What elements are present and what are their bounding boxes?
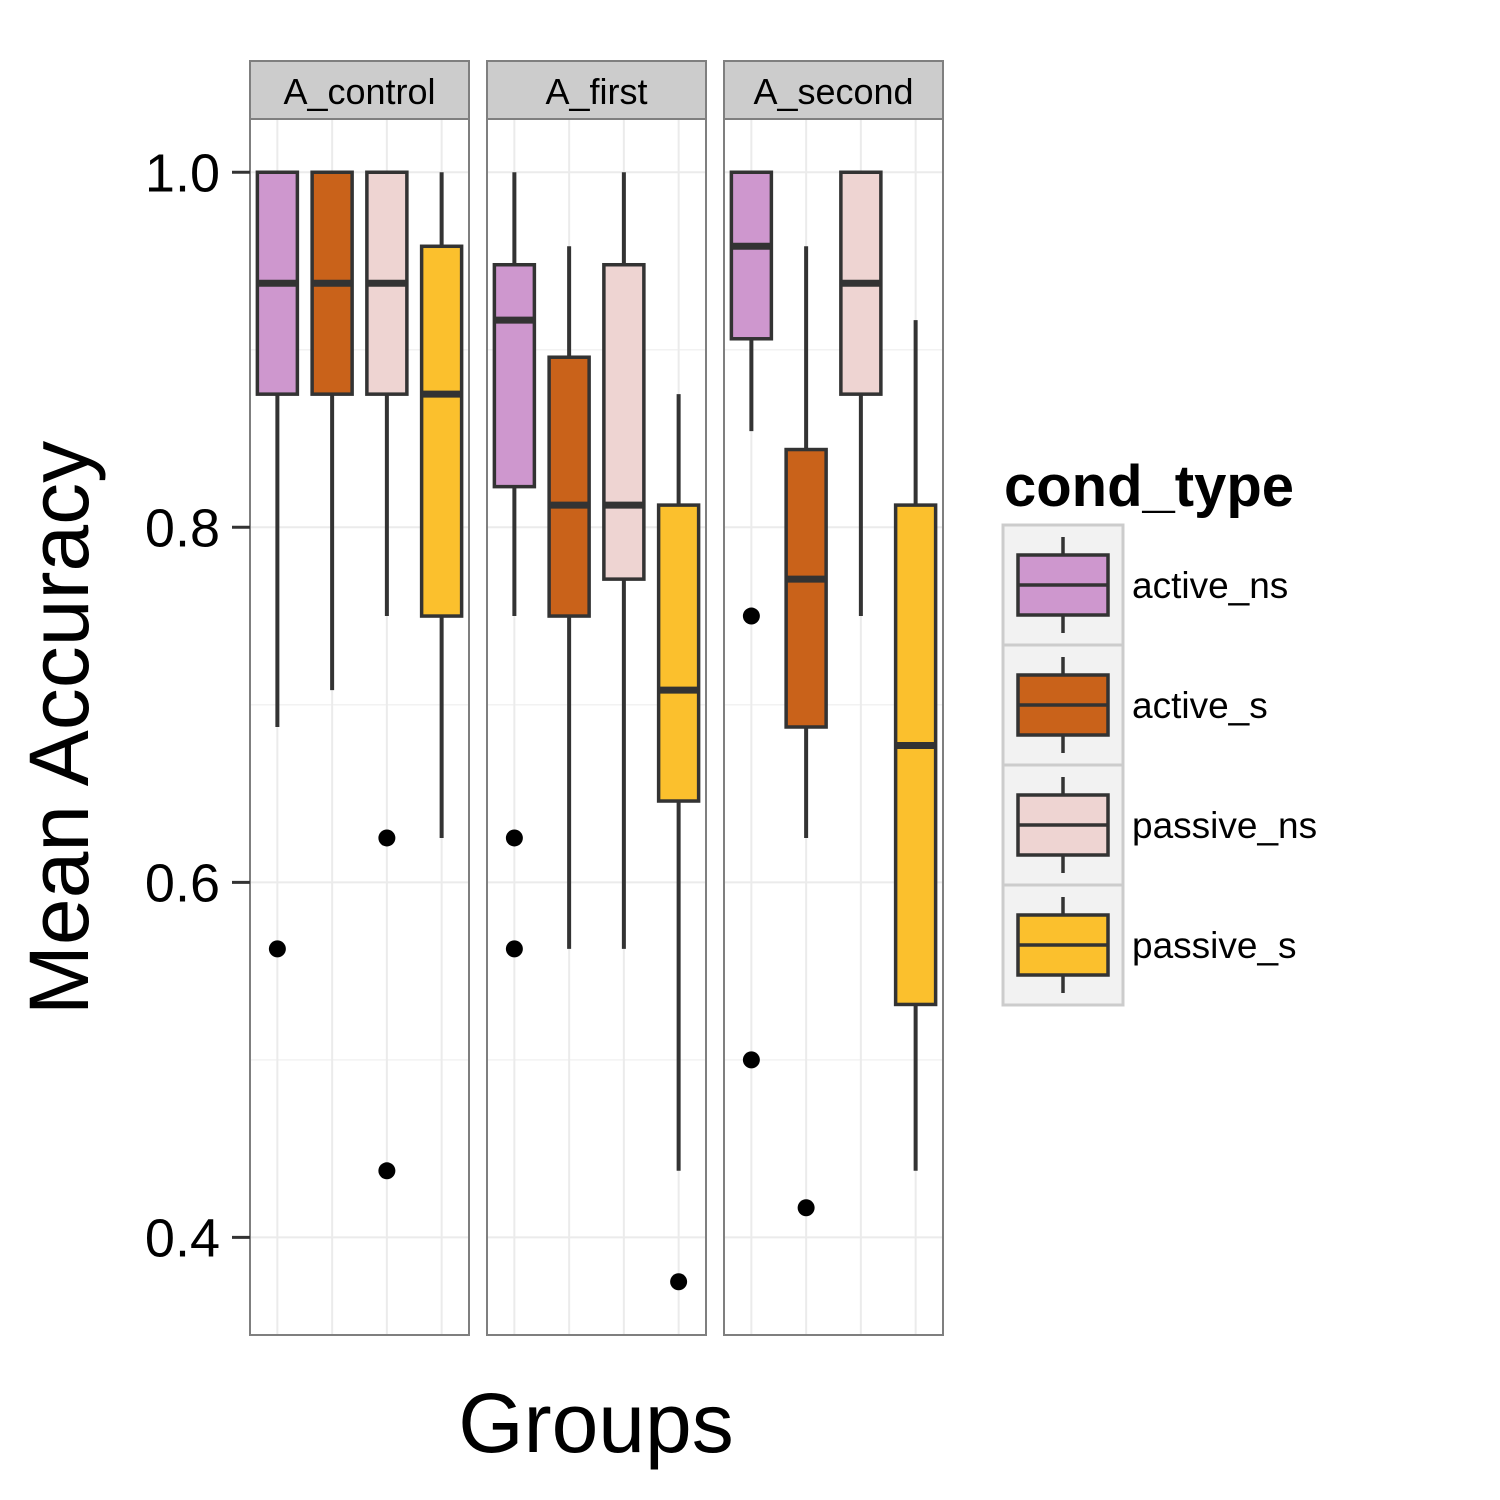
facet-panel-A_first: A_first — [486, 60, 707, 1336]
facet-label: A_second — [753, 71, 913, 112]
box-passive_ns — [602, 172, 646, 949]
legend-items: active_ns active_s passive_ns passive_s — [1001, 523, 1317, 1007]
box-iqr — [656, 503, 701, 803]
outlier-point — [505, 940, 523, 958]
box-active_ns — [255, 170, 300, 958]
box-passive_s — [419, 172, 464, 838]
y-axis: 0.4 0.6 0.8 1.0 — [145, 143, 250, 1268]
facet-strip — [486, 60, 707, 120]
box-passive_ns — [839, 170, 883, 617]
box-passive_s — [893, 320, 938, 1171]
facet-panel-A_second: A_second — [723, 60, 944, 1336]
facet-label: A_control — [283, 71, 435, 112]
box-active_ns — [492, 172, 537, 958]
legend-item-passive_ns: passive_ns — [1001, 763, 1317, 887]
box-iqr — [547, 355, 591, 618]
outlier-point — [378, 1162, 396, 1180]
outlier-point — [378, 829, 396, 847]
legend-label: passive_ns — [1132, 805, 1317, 846]
legend: cond_type active_ns active_s passive_nspas… — [1001, 454, 1317, 1007]
outlier-point — [670, 1273, 688, 1291]
outlier-point — [742, 607, 760, 625]
outlier-point — [505, 829, 523, 847]
y-tick-label: 0.8 — [145, 498, 220, 558]
panel-border — [723, 118, 944, 1336]
y-tick-label: 0.4 — [145, 1208, 220, 1268]
box-iqr — [602, 262, 646, 581]
legend-label: active_s — [1132, 685, 1268, 726]
facet-strip — [723, 60, 944, 120]
legend-title: cond_type — [1004, 454, 1294, 519]
panel-border — [486, 118, 707, 1336]
y-axis-title: Mean Accuracy — [12, 441, 106, 1015]
box-active_s — [547, 246, 591, 949]
outlier-point — [797, 1199, 815, 1217]
box-iqr — [419, 244, 464, 618]
legend-label: active_ns — [1132, 565, 1288, 606]
facet-panels: A_control A_first A_second — [249, 60, 944, 1336]
box-active_ns — [729, 170, 774, 1069]
box-iqr — [784, 447, 828, 729]
legend-label: passive_s — [1132, 925, 1297, 966]
outlier-point — [742, 1051, 760, 1069]
legend-item-passive_s: passive_s — [1001, 883, 1297, 1007]
box-passive_ns — [365, 170, 409, 1180]
y-tick-label: 0.6 — [145, 853, 220, 913]
box-iqr — [492, 262, 537, 489]
facet-label: A_first — [545, 71, 647, 112]
box-active_s — [784, 246, 828, 1217]
outlier-point — [268, 940, 286, 958]
legend-item-active_ns: active_ns — [1001, 523, 1288, 647]
box-iqr — [729, 170, 774, 341]
box-active_s — [310, 170, 354, 691]
facet-panel-A_control: A_control — [249, 60, 470, 1336]
x-axis-title: Groups — [458, 1376, 733, 1470]
box-iqr — [893, 503, 938, 1007]
box-passive_s — [656, 394, 701, 1291]
facet-strip — [249, 60, 470, 120]
y-tick-label: 1.0 — [145, 143, 220, 203]
panel-border — [249, 118, 470, 1336]
legend-item-active_s: active_s — [1001, 643, 1268, 767]
